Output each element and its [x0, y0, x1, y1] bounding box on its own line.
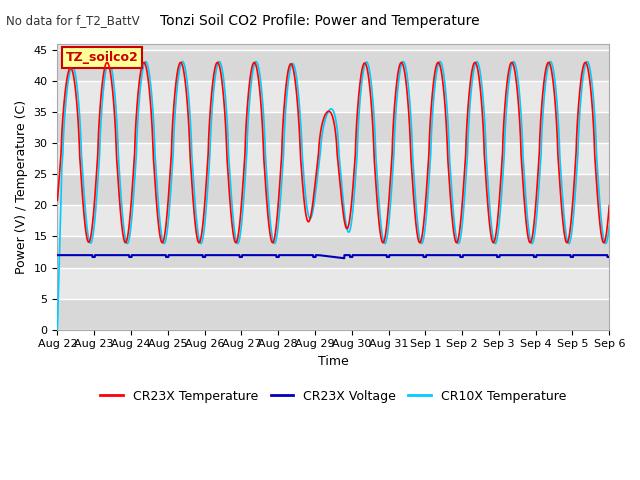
CR23X Voltage	[457, 254, 465, 260]
CR23X Temperature	[605, 209, 612, 215]
CR23X Temperature	[313, 167, 321, 172]
Y-axis label: Power (V) / Temperature (C): Power (V) / Temperature (C)	[15, 100, 28, 274]
Line: CR23X Voltage: CR23X Voltage	[58, 255, 609, 258]
Bar	[58, 143, 609, 174]
CR23X Voltage	[54, 252, 61, 258]
CR23X Voltage	[605, 254, 613, 260]
CR23X Temperature	[426, 117, 434, 123]
CR10X Temperature	[153, 175, 161, 181]
Bar	[58, 205, 609, 237]
Line: CR10X Temperature: CR10X Temperature	[58, 61, 609, 330]
CR10X Temperature	[54, 327, 61, 333]
Bar	[58, 81, 609, 112]
CR23X Temperature	[54, 197, 61, 203]
CR10X Temperature	[605, 223, 613, 229]
Text: Tonzi Soil CO2 Profile: Power and Temperature: Tonzi Soil CO2 Profile: Power and Temper…	[160, 14, 480, 28]
CR23X Voltage	[153, 252, 161, 258]
Line: CR23X Temperature: CR23X Temperature	[58, 62, 609, 243]
CR10X Temperature	[313, 180, 321, 186]
Bar	[58, 267, 609, 299]
CR23X Temperature	[605, 203, 613, 208]
Bar	[58, 50, 609, 81]
CR23X Temperature	[488, 238, 496, 244]
CR10X Temperature	[427, 155, 435, 160]
Text: TZ_soilco2: TZ_soilco2	[66, 51, 138, 64]
CR23X Voltage	[427, 252, 435, 258]
Text: No data for f_T2_BattV: No data for f_T2_BattV	[6, 14, 140, 27]
CR23X Voltage	[313, 252, 321, 258]
CR10X Temperature	[605, 229, 612, 235]
Bar	[58, 174, 609, 205]
Bar	[58, 237, 609, 267]
CR23X Temperature	[508, 60, 516, 65]
CR10X Temperature	[488, 230, 496, 236]
X-axis label: Time: Time	[318, 355, 349, 368]
CR23X Voltage	[605, 254, 612, 260]
Bar	[58, 112, 609, 143]
CR23X Temperature	[457, 216, 465, 222]
Bar	[58, 299, 609, 330]
CR10X Temperature	[457, 232, 465, 238]
Legend: CR23X Temperature, CR23X Voltage, CR10X Temperature: CR23X Temperature, CR23X Voltage, CR10X …	[95, 384, 572, 408]
CR23X Voltage	[488, 252, 496, 258]
CR10X Temperature	[179, 59, 186, 64]
CR23X Voltage	[340, 255, 348, 261]
CR23X Temperature	[490, 240, 497, 246]
CR23X Temperature	[153, 200, 161, 206]
